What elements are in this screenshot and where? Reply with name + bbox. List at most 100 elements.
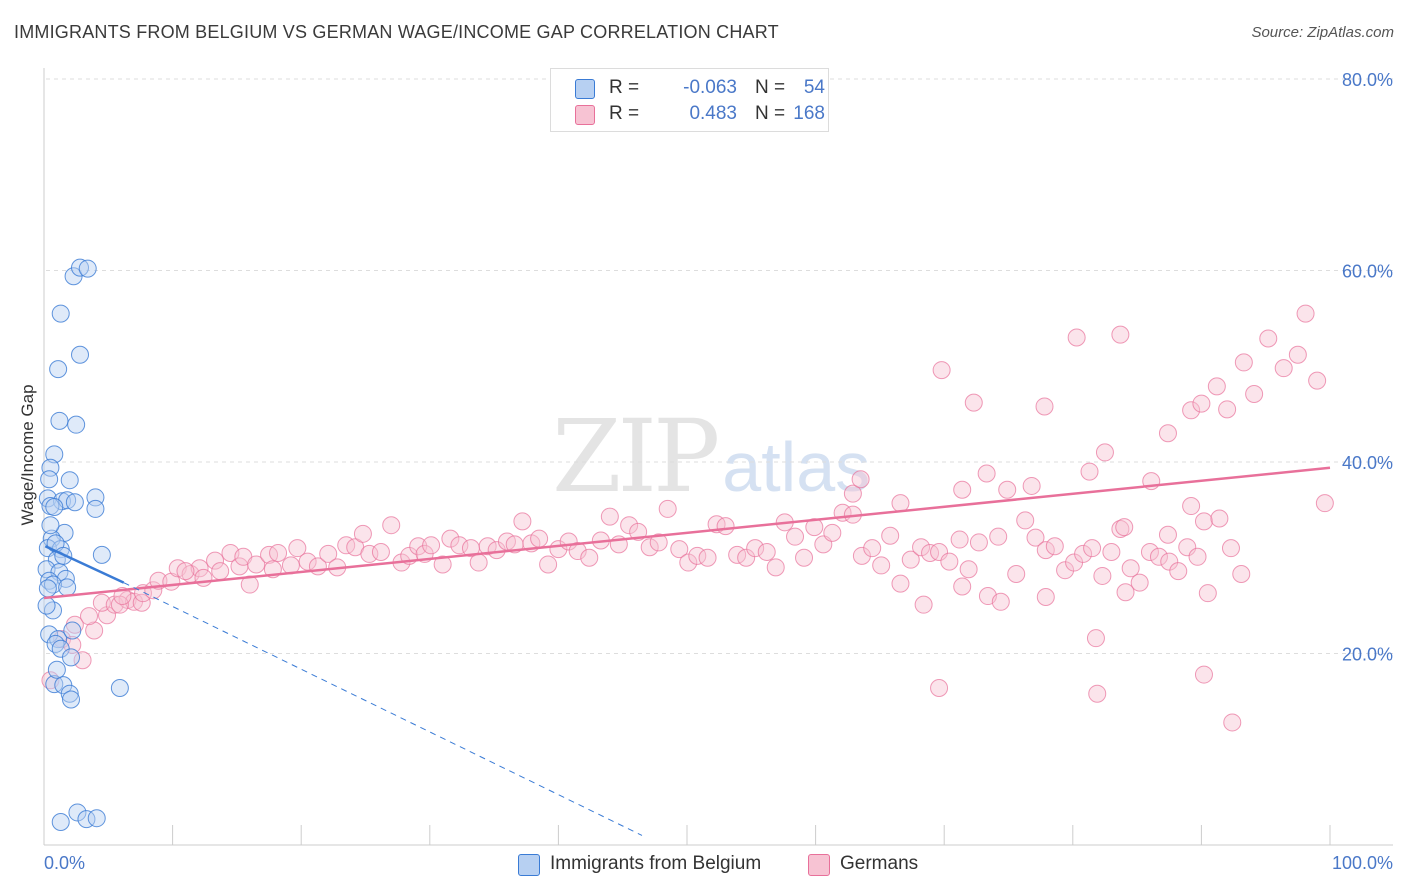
germans-point [190,559,209,578]
germans-point [1158,424,1177,443]
germans-point [1080,462,1099,481]
germans-point [851,470,870,489]
germans-point [530,529,549,548]
germans-point [1223,713,1242,732]
germans-point [1022,476,1041,495]
belgium-point [49,360,68,379]
germans-point [953,480,972,499]
germans-point [901,550,920,569]
belgium-point [71,258,90,277]
germans-point [998,480,1017,499]
germans-point [1056,561,1075,580]
belgium-point [60,471,79,490]
germans-point [568,542,587,561]
germans-point [1140,543,1159,562]
germans-point [932,361,951,380]
germans-point [1083,539,1102,558]
germans-point [786,527,805,546]
belgium-point [51,304,70,323]
x-tick-label: 100.0% [1332,853,1393,873]
germans-point [1169,562,1188,581]
germans-point [964,393,983,412]
germans-point [1093,566,1112,585]
source-credit: Source: ZipAtlas.com [1251,24,1394,41]
germans-point [1130,573,1149,592]
germans-point [469,553,488,572]
belgium-point [92,545,111,564]
germans-legend-label: Germans [840,853,919,874]
germans-point [1158,525,1177,544]
chart-title: IMMIGRANTS FROM BELGIUM VS GERMAN WAGE/I… [14,22,779,42]
germans-point [1036,541,1055,560]
germans-point [620,516,639,535]
belgium-point [110,678,129,697]
belgium-point [50,411,69,430]
belgium-point [60,684,79,703]
belgium-point [71,345,90,364]
germans-point [921,543,940,562]
germans-point [795,548,814,567]
germans-point [409,537,428,556]
belgium-points [37,258,129,832]
germans-swatch [575,105,595,125]
germans-point [1198,584,1217,603]
germans-point [1074,544,1093,563]
r-value: 0.483 [689,103,737,124]
belgium-point [40,470,59,489]
belgium-point [45,675,64,694]
germans-point [1111,325,1130,344]
trend-lines [43,466,1331,836]
germans-point [539,555,558,574]
germans-point [360,544,379,563]
germans-point [600,507,619,526]
germans-point [950,530,969,549]
germans-point [1035,397,1054,416]
germans-point [989,527,1008,546]
belgium-point [45,445,64,464]
germans-point [1121,559,1140,578]
belgium-point [41,458,60,477]
belgium-point [45,498,64,517]
germans-point [422,536,441,555]
axes [43,68,1393,846]
belgium-point [65,493,84,512]
germans-point [872,556,891,575]
germans-point [1210,509,1229,528]
germans-point [991,592,1010,611]
germans-point [737,548,756,567]
germans-point [1192,394,1211,413]
belgium-point [46,634,65,653]
germans-point [914,595,933,614]
germans-point [766,558,785,577]
germans-point [1102,543,1121,562]
germans-point [1274,359,1293,378]
germans-point [953,577,972,596]
n-label: N = [755,103,786,124]
belgium-point [77,810,96,829]
germans-point [1095,443,1114,462]
germans-point [450,536,469,555]
belgium-point [78,259,97,278]
germans-point [891,494,910,513]
germans-point [371,543,390,562]
germans-point [1067,328,1086,347]
germans-point [269,543,288,562]
belgium-point [40,625,59,644]
germans-point [959,560,978,579]
germans-point [930,678,949,697]
germans-point [1182,497,1201,516]
belgium-point [86,499,105,518]
y-tick-label: 20.0% [1342,645,1393,665]
germans-point [319,544,338,563]
germans-legend-swatch [808,854,830,876]
belgium-point [62,690,81,709]
germans-point [912,538,931,557]
germans-point [1259,329,1278,348]
r-label: R = [609,103,640,124]
germans-point [176,562,195,581]
germans-point [337,536,356,555]
germans-point [1288,345,1307,364]
germans-point [1149,547,1168,566]
germans-point [1207,377,1226,396]
